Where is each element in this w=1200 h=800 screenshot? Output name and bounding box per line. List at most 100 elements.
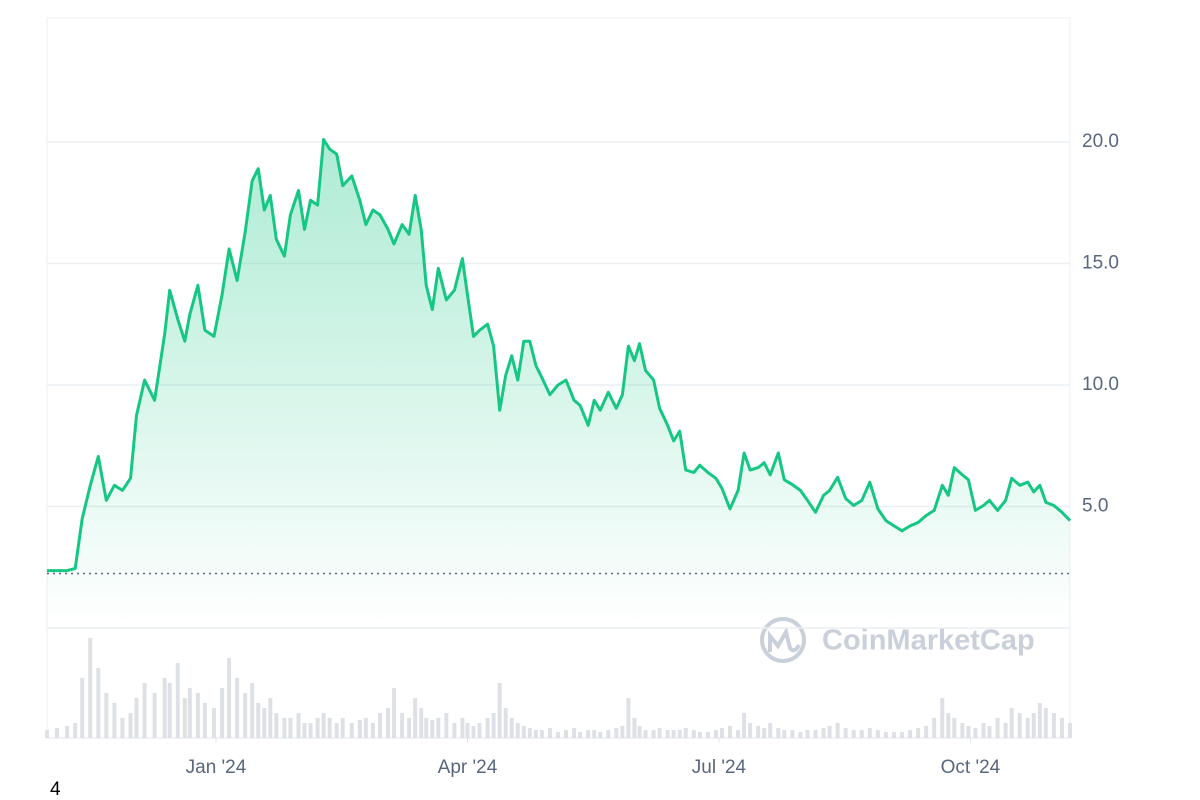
- volume-bar: [691, 730, 696, 738]
- volume-bar: [821, 728, 826, 738]
- volume-bar: [637, 726, 642, 738]
- volume-bar: [671, 730, 676, 738]
- volume-bar: [981, 723, 986, 738]
- volume-bar: [460, 718, 465, 738]
- volume-bar: [268, 698, 273, 738]
- y-tick-label: 15.0: [1082, 252, 1119, 273]
- volume-bar: [995, 718, 1000, 738]
- volume-bar: [762, 728, 767, 738]
- volume-bar: [327, 718, 332, 738]
- volume-bar: [1009, 708, 1014, 738]
- volume-bar: [407, 718, 412, 738]
- volume-bar: [444, 713, 449, 738]
- volume-bar: [465, 723, 470, 738]
- volume-bar: [120, 718, 125, 738]
- volume-bar: [1025, 718, 1030, 738]
- volume-bar: [315, 718, 320, 738]
- volume-bar: [65, 726, 70, 738]
- volume-bar: [1017, 713, 1022, 738]
- y-tick-label: 10.0: [1082, 374, 1119, 395]
- volume-bar: [643, 730, 648, 738]
- volume-bar: [883, 732, 888, 738]
- volume-bar: [572, 728, 577, 738]
- volume-bar: [363, 718, 368, 738]
- volume-bar: [973, 728, 978, 738]
- volume-bar: [515, 723, 520, 738]
- volume-bar: [555, 732, 560, 738]
- volume-bar: [598, 732, 603, 738]
- volume-bar: [288, 718, 293, 738]
- volume-bar: [705, 732, 710, 738]
- volume-bar: [987, 726, 992, 738]
- volume-bar: [813, 730, 818, 738]
- volume-bar: [620, 726, 625, 738]
- volume-bar: [748, 723, 753, 738]
- volume-bar: [202, 703, 207, 738]
- volume-bar: [697, 732, 702, 738]
- volume-bar: [859, 730, 864, 738]
- volume-bar: [891, 732, 896, 738]
- volume-bar: [932, 718, 937, 738]
- volume-bar: [386, 708, 390, 738]
- volume-bar: [827, 726, 832, 738]
- volume-bar: [924, 726, 929, 738]
- volume-bar: [614, 728, 619, 738]
- volume-bar: [296, 713, 301, 738]
- volume-bar: [908, 730, 913, 738]
- volume-bar: [742, 713, 747, 738]
- volume-bar: [521, 726, 526, 738]
- volume-bar: [1043, 708, 1048, 738]
- volume-bar: [626, 698, 631, 738]
- price-area: [47, 139, 1070, 628]
- volume-bar: [1051, 713, 1056, 738]
- volume-bar: [790, 730, 795, 738]
- x-tick-label: Jan '24: [186, 757, 247, 778]
- volume-bar: [112, 703, 117, 738]
- watermark: CoinMarketCap: [822, 625, 1035, 657]
- volume-bar: [539, 730, 544, 738]
- volume-bar: [782, 730, 787, 738]
- volume-bar: [321, 713, 326, 738]
- volume-bar: [250, 683, 255, 738]
- volume-bar: [736, 730, 741, 738]
- volume-bar: [334, 723, 339, 738]
- volume-bar: [651, 730, 656, 738]
- volume-bar: [80, 678, 85, 738]
- volume-bar: [606, 730, 611, 738]
- volume-bar: [45, 730, 49, 738]
- volume-bar: [55, 728, 60, 738]
- volume-bar: [798, 732, 803, 738]
- volume-bar: [142, 683, 147, 738]
- volume-bar: [756, 726, 761, 738]
- volume-bar: [578, 732, 583, 738]
- volume-bar: [349, 723, 354, 738]
- volume-bar: [308, 723, 313, 738]
- x-tick-label: Jul '24: [692, 757, 747, 778]
- volume-bar: [805, 730, 810, 738]
- volume-bar: [235, 678, 240, 738]
- volume-bar: [187, 688, 192, 738]
- volume-bar: [946, 713, 951, 738]
- volume-bar: [835, 723, 840, 738]
- volume-bar: [128, 713, 133, 738]
- volume-bar: [357, 720, 362, 738]
- volume-bar: [719, 728, 724, 738]
- volume-bar: [592, 730, 597, 738]
- volume-bar: [491, 713, 496, 738]
- volume-bar: [776, 728, 781, 738]
- volume-bar: [211, 708, 216, 738]
- volume-bar: [220, 688, 225, 738]
- volume-bar: [503, 708, 508, 738]
- volume-bar: [497, 683, 502, 738]
- price-line: [47, 138, 1072, 573]
- volume-bar: [377, 713, 382, 738]
- volume-bar: [916, 728, 921, 738]
- volume-bar: [182, 698, 187, 738]
- volume-bar: [452, 723, 457, 738]
- volume-bar: [424, 718, 429, 738]
- volume-bar: [134, 698, 139, 738]
- volume-bar: [665, 730, 670, 738]
- volume-bar: [477, 723, 482, 738]
- y-tick-label: 20.0: [1082, 131, 1119, 152]
